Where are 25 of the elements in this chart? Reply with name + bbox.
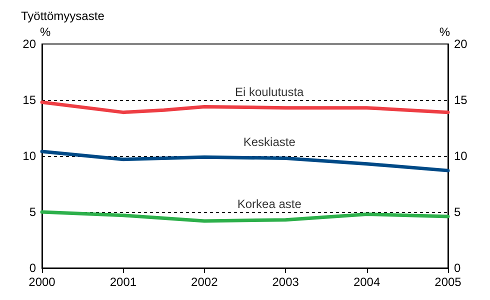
- x-tick-label: 2002: [191, 275, 218, 289]
- line-series: [40, 210, 450, 223]
- y-tick-label: 20: [22, 37, 36, 51]
- y-tick-label: 5: [29, 205, 36, 219]
- x-tick-label: 2004: [353, 275, 380, 289]
- series-label: Korkea aste: [237, 196, 302, 211]
- series-label: Keskiaste: [243, 135, 296, 150]
- y-tick-label: 15: [22, 93, 36, 107]
- chart-title: Työttömyysaste: [21, 9, 105, 23]
- x-tick-label: 2001: [110, 275, 137, 289]
- series-label: Ei koulutusta: [235, 84, 304, 99]
- y-tick-label: 0: [29, 261, 36, 275]
- y2-tick-label: 20: [454, 37, 468, 51]
- y2-tick-label: 15: [454, 93, 468, 107]
- y2-axis-title: %: [439, 25, 450, 40]
- line-series: [40, 100, 450, 114]
- y2-tick-label: 10: [454, 149, 468, 163]
- x-tick-label: 2005: [434, 275, 462, 289]
- x-tick-label: 2000: [28, 275, 56, 289]
- y-tick-label: 10: [22, 149, 36, 163]
- y2-tick-label: 0: [454, 261, 461, 275]
- y2-tick-label: 5: [454, 205, 461, 219]
- line-series: [40, 150, 450, 172]
- x-tick-label: 2003: [272, 275, 300, 289]
- y-axis-title: %: [40, 25, 51, 40]
